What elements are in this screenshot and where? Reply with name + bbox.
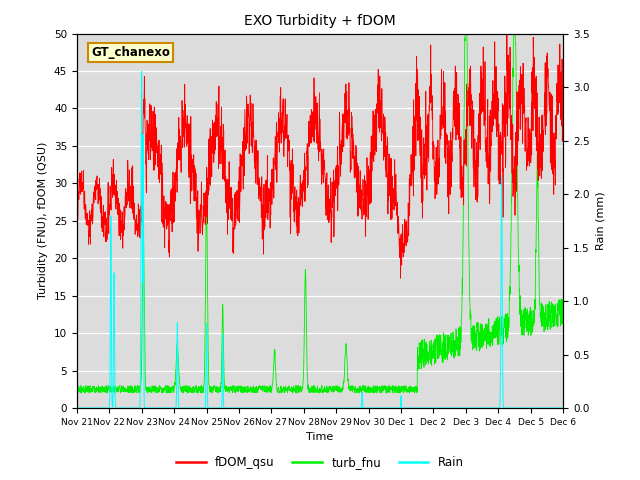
Title: EXO Turbidity + fDOM: EXO Turbidity + fDOM [244,14,396,28]
Y-axis label: Turbidity (FNU), fDOM (QSU): Turbidity (FNU), fDOM (QSU) [38,142,48,300]
Text: GT_chanexo: GT_chanexo [92,46,170,59]
Y-axis label: Rain (mm): Rain (mm) [595,192,605,250]
X-axis label: Time: Time [307,432,333,442]
Legend: fDOM_qsu, turb_fnu, Rain: fDOM_qsu, turb_fnu, Rain [172,452,468,474]
